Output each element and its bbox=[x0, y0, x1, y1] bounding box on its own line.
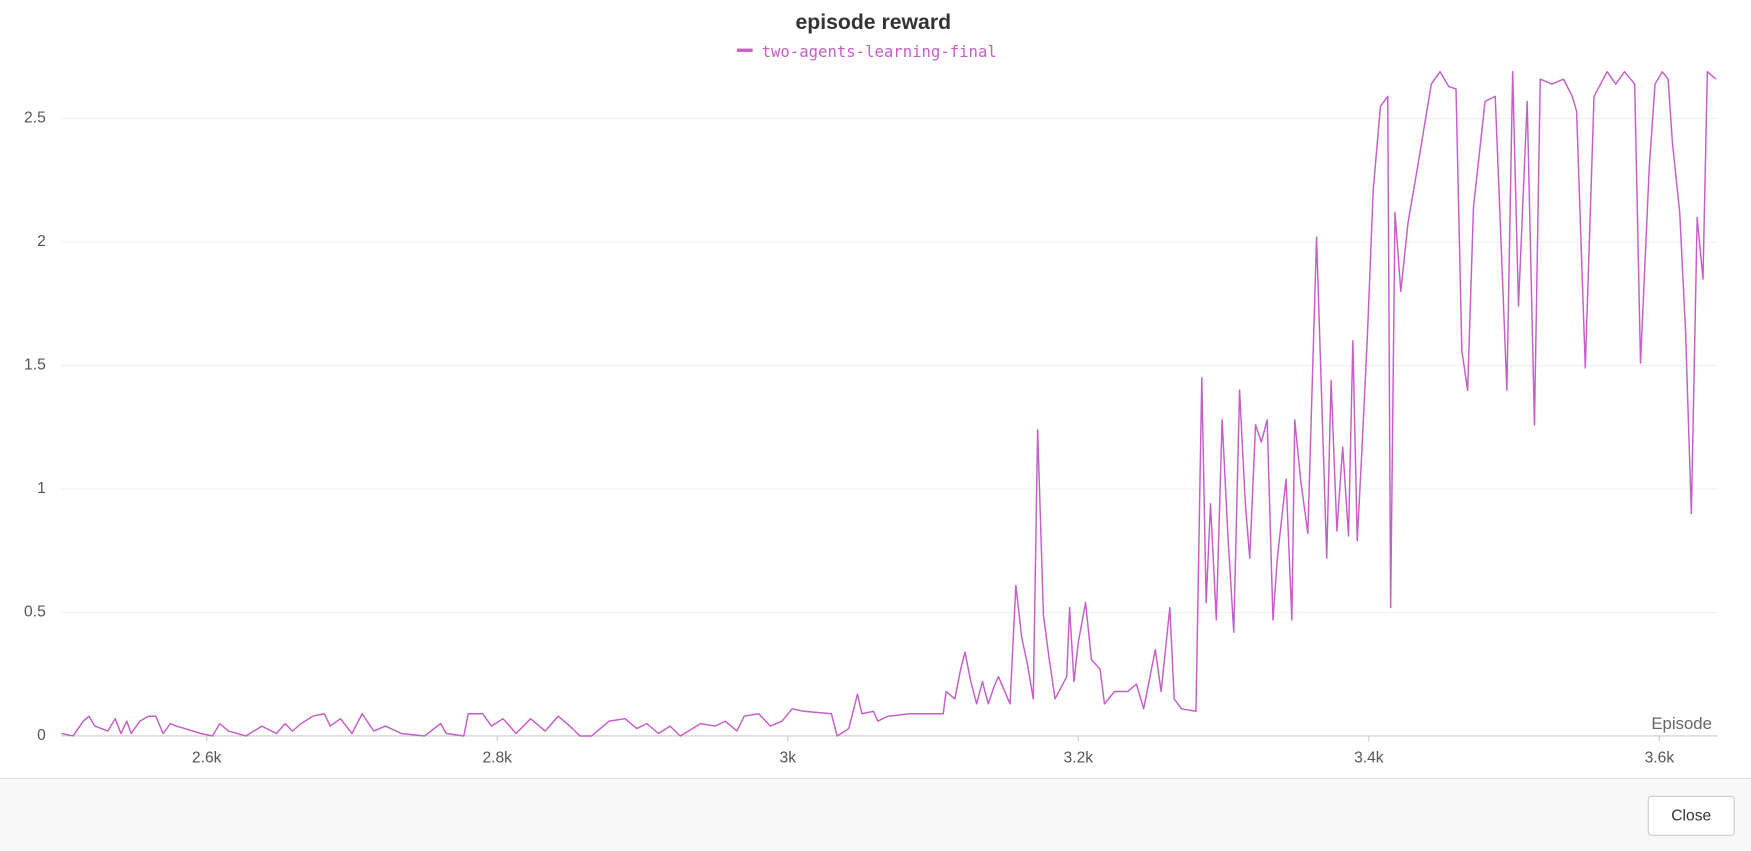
x-tick-label: 3k bbox=[780, 749, 797, 766]
x-tick-label: 2.6k bbox=[192, 749, 222, 766]
legend-label: two-agents-learning-final bbox=[762, 42, 997, 61]
plot: 0 0.5 1 1.5 2 2.5 2.6k 2.8k 3k 3.2k 3.4k 3.6k two-ag… bbox=[24, 42, 1718, 766]
footer bbox=[0, 778, 1751, 851]
y-tick-label: 1.5 bbox=[24, 357, 46, 374]
y-tick-label: 1 bbox=[37, 480, 46, 497]
series-line bbox=[61, 70, 1717, 737]
close-button-label[interactable]: Close bbox=[1671, 808, 1711, 825]
close-button[interactable] bbox=[1647, 795, 1735, 836]
y-tick-label: 2 bbox=[37, 233, 46, 250]
x-tick-label: 3.2k bbox=[1064, 749, 1094, 766]
x-axis-label: Episode bbox=[1651, 714, 1712, 733]
y-tick-label: 0 bbox=[37, 727, 46, 744]
x-tick-label: 3.4k bbox=[1354, 749, 1384, 766]
x-tick-label: 2.8k bbox=[482, 749, 512, 766]
y-tick-label: 2.5 bbox=[24, 110, 46, 127]
y-tick-label: 0.5 bbox=[24, 604, 46, 621]
x-tick-label: 3.6k bbox=[1645, 749, 1675, 766]
chart-title: episode reward bbox=[795, 11, 951, 34]
